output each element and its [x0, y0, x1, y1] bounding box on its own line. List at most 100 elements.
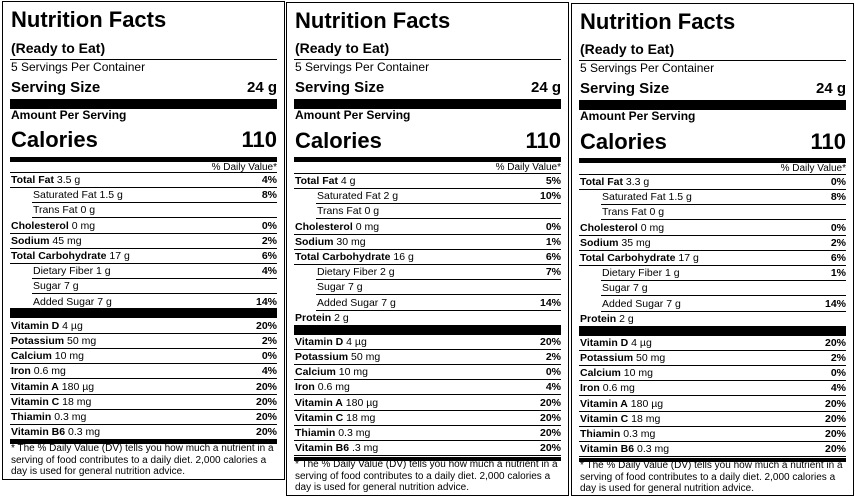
label-subtitle: (Ready to Eat)	[580, 41, 675, 57]
daily-value-percent: 0%	[830, 367, 846, 379]
daily-value-percent: 20%	[539, 412, 561, 424]
nutrient-label: Saturated Fat 2 g	[317, 190, 398, 202]
nutrient-row-added-sugar: Added Sugar 7 g 14%	[294, 297, 561, 309]
nutrient-label: Protein 2 g	[295, 312, 349, 324]
nutrient-row-trans-fat: Trans Fat 0 g	[294, 205, 561, 217]
label-title: Nutrition Facts	[11, 7, 167, 32]
daily-value-percent: 20%	[824, 337, 846, 349]
nutrient-name: Potassium	[295, 351, 349, 363]
nutrient-name: Saturated Fat	[33, 189, 97, 201]
amount-per-serving: Amount Per Serving	[11, 108, 127, 122]
row-divider	[579, 456, 846, 457]
row-divider	[601, 295, 846, 296]
vitamin-row-thiamin: Thiamin 0.3 mg 20%	[10, 411, 277, 423]
row-divider	[579, 411, 846, 412]
row-divider	[10, 233, 277, 234]
nutrient-name: Cholesterol	[580, 222, 638, 234]
nutrient-row-total-fat: Total Fat 3.3 g 0%	[579, 176, 846, 188]
row-divider	[579, 380, 846, 381]
nutrient-row-trans-fat: Trans Fat 0 g	[579, 206, 846, 218]
row-divider	[601, 311, 846, 312]
nutrient-label: Protein 2 g	[580, 313, 634, 325]
nutrient-label: Added Sugar 7 g	[602, 298, 681, 310]
daily-value-percent: 20%	[539, 442, 561, 454]
row-divider	[10, 409, 277, 410]
nutrient-amount: 0 g	[80, 204, 96, 216]
nutrient-label: Vitamin A 180 µg	[580, 398, 663, 410]
nutrient-name: Total Fat	[11, 174, 54, 186]
nutrient-amount: 1.5 g	[668, 191, 692, 203]
nutrient-amount: 2 g	[383, 190, 399, 202]
nutrient-label: Dietary Fiber 1 g	[602, 267, 680, 279]
nutrient-amount: 10 mg	[54, 350, 84, 362]
nutrient-label: Vitamin A 180 µg	[11, 381, 94, 393]
nutrient-amount: 0 g	[649, 206, 665, 218]
nutrient-label: Vitamin C 18 mg	[580, 413, 660, 425]
nutrient-amount: 3.3 g	[625, 176, 650, 188]
vitamin-row-vitamin-a: Vitamin A 180 µg 20%	[294, 397, 561, 409]
nutrient-name: Vitamin A	[295, 397, 343, 409]
label-subtitle: (Ready to Eat)	[295, 40, 390, 56]
vitamin-row-thiamin: Thiamin 0.3 mg 20%	[294, 427, 561, 439]
row-divider	[601, 204, 846, 205]
vitamin-row-calcium: Calcium 10 mg 0%	[294, 366, 561, 378]
nutrient-label: Total Fat 4 g	[295, 175, 356, 187]
servings-per-container: 5 Servings Per Container	[295, 60, 430, 74]
nutrient-name: Total Fat	[580, 176, 623, 188]
nutrient-amount: 10 mg	[623, 367, 653, 379]
nutrient-label: Calcium 10 mg	[580, 367, 653, 379]
daily-value-percent: 4%	[261, 265, 277, 277]
nutrient-name: Sugar	[317, 281, 346, 293]
row-divider	[10, 394, 277, 395]
nutrient-amount: 180 µg	[61, 381, 95, 393]
nutrient-label: Vitamin D 4 µg	[11, 320, 83, 332]
vitamin-row-vitamin-a: Vitamin A 180 µg 20%	[10, 381, 277, 393]
nutrient-label: Total Fat 3.3 g	[580, 176, 649, 188]
nutrient-row-sodium: Sodium 45 mg 2%	[10, 235, 277, 247]
nutrient-label: Thiamin 0.3 mg	[295, 427, 370, 439]
nutrient-name: Potassium	[580, 352, 634, 364]
nutrient-name: Vitamin D	[295, 336, 344, 348]
daily-value-percent: 14%	[824, 298, 846, 310]
vitamin-row-potassium: Potassium 50 mg 2%	[10, 335, 277, 347]
row-divider	[294, 379, 561, 380]
nutrient-name: Dietary Fiber	[602, 267, 663, 279]
nutrient-name: Protein	[580, 313, 617, 325]
nutrient-row-sodium: Sodium 35 mg 2%	[579, 237, 846, 249]
label-subtitle: (Ready to Eat)	[11, 40, 106, 56]
row-divider	[579, 441, 846, 442]
nutrient-row-dietary-fiber: Dietary Fiber 1 g 4%	[10, 265, 277, 277]
nutrient-label: Sugar 7 g	[33, 280, 79, 292]
nutrient-amount: 7 g	[97, 296, 112, 308]
nutrient-label: Sodium 35 mg	[580, 237, 651, 249]
nutrient-label: Trans Fat 0 g	[602, 206, 664, 218]
nutrient-row-total-carbohydrate: Total Carbohydrate 17 g 6%	[10, 250, 277, 262]
nutrient-label: Iron 0.6 mg	[295, 381, 350, 393]
calories-label: Calories	[295, 128, 382, 153]
medium-divider	[10, 157, 277, 162]
nutrient-label: Cholesterol 0 mg	[580, 222, 664, 234]
nutrient-name: Cholesterol	[11, 220, 69, 232]
row-divider	[10, 248, 277, 249]
nutrient-row-cholesterol: Cholesterol 0 mg 0%	[294, 221, 561, 233]
nutrient-amount: 0 mg	[640, 222, 665, 234]
daily-value-percent: 0%	[545, 366, 561, 378]
nutrient-amount: 1 g	[665, 267, 680, 279]
nutrient-name: Saturated Fat	[317, 190, 381, 202]
nutrient-name: Sodium	[295, 236, 334, 248]
nutrient-amount: 0.3 mg	[623, 428, 656, 440]
nutrient-name: Added Sugar	[317, 297, 379, 309]
daily-value-percent: 20%	[539, 427, 561, 439]
nutrient-label: Iron 0.6 mg	[11, 365, 66, 377]
vitamin-row-potassium: Potassium 50 mg 2%	[579, 352, 846, 364]
nutrient-label: Saturated Fat 1.5 g	[602, 191, 692, 203]
nutrient-label: Vitamin C 18 mg	[11, 396, 91, 408]
nutrient-name: Saturated Fat	[602, 191, 666, 203]
nutrient-name: Vitamin C	[580, 413, 629, 425]
nutrient-label: Thiamin 0.3 mg	[11, 411, 86, 423]
nutrient-name: Sugar	[33, 280, 62, 292]
thick-divider	[579, 100, 846, 110]
row-divider	[579, 395, 846, 396]
calories-row: Calories 110	[294, 128, 561, 154]
nutrient-row-total-carbohydrate: Total Carbohydrate 16 g 6%	[294, 251, 561, 263]
